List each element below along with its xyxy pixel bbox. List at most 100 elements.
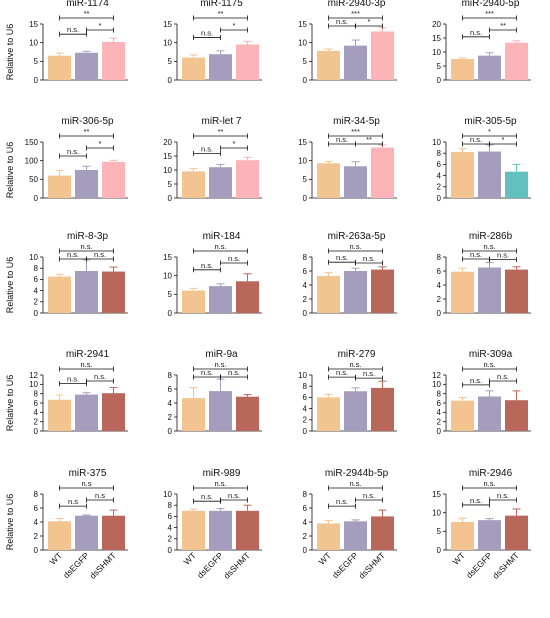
- x-tick-label-dsshmt: dsSHMT: [490, 550, 520, 580]
- panel-mir-34-5p-significance-label: **: [366, 135, 372, 144]
- panel-mir-8-3p-significance-label: n.s.: [67, 250, 79, 259]
- panel-mir-309a-significance-label: n.s.: [497, 372, 509, 381]
- panel-mir-2944b-5p-tick-label: 2: [303, 532, 308, 541]
- panel-mir-2946-title: miR-2946: [469, 468, 513, 479]
- panel-mir-263a-5p-significance-label: n.s.: [363, 254, 375, 263]
- panel-mir-let-7-tick-label: 10: [163, 166, 172, 175]
- panel-mir-2941-bar-dsshmt: [102, 393, 125, 431]
- panel-mir-2940-5p-tick-label: 10: [432, 48, 441, 57]
- panel-mir-184-significance-label: n.s.: [228, 254, 240, 263]
- panel-mir-306-5p-bar-dsegfp: [75, 170, 98, 198]
- panel-mir-8-3p-significance-label: n.s.: [80, 242, 92, 251]
- panel-mir-184-tick-label: 5: [168, 290, 173, 299]
- panel-mir-let-7-tick-label: 0: [168, 194, 173, 203]
- panel-mir-1174-tick-label: 5: [34, 57, 39, 66]
- panel-mir-309a-bar-dsegfp: [478, 396, 501, 431]
- panel-mir-306-5p-tick-label: 50: [29, 175, 38, 184]
- x-tick-label-dsshmt: dsSHMT: [87, 550, 117, 580]
- panel-mir-1175-bar-wt: [182, 57, 205, 80]
- panel-mir-989-tick-label: 6: [168, 512, 173, 521]
- panel-mir-305-5p-significance-label: n.s.: [470, 135, 482, 144]
- panel-mir-2941-tick-label: 10: [29, 380, 38, 389]
- panel-mir-184-tick-label: 15: [163, 253, 172, 262]
- panel-mir-2946-tick-label: 0: [437, 546, 442, 555]
- y-axis-label: Relative to U6: [5, 257, 15, 314]
- panel-mir-8-3p-title: miR-8-3p: [67, 231, 109, 242]
- panel-mir-305-5p-tick-label: 6: [437, 160, 442, 169]
- panel-mir-2940-5p-tick-label: 5: [437, 62, 442, 71]
- panel-mir-309a-tick-label: 10: [432, 380, 441, 389]
- panel-mir-305-5p-tick-label: 4: [437, 171, 442, 180]
- panel-mir-2946-tick-label: 10: [432, 508, 441, 517]
- panel-mir-9a-significance-label: n.s.: [228, 368, 240, 377]
- panel-mir-279-significance-label: n.s.: [349, 360, 361, 369]
- panel-mir-2940-3p-title: miR-2940-3p: [328, 0, 386, 9]
- panel-mir-9a-title: miR-9a: [205, 349, 238, 360]
- panel-mir-375-significance-label: n.s: [95, 491, 105, 500]
- panel-mir-263a-5p-significance-label: n.s.: [349, 242, 361, 251]
- panel-mir-9a-tick-label: 6: [168, 385, 173, 394]
- panel-mir-2941-title: miR-2941: [66, 349, 110, 360]
- panel-mir-306-5p-tick-label: 0: [34, 194, 39, 203]
- panel-mir-263a-5p-tick-label: 0: [303, 309, 308, 318]
- panel-mir-279-bar-dsegfp: [344, 391, 367, 431]
- panel-mir-2944b-5p-tick-label: 6: [303, 504, 308, 513]
- panel-mir-1175-bar-dsshmt: [236, 44, 259, 80]
- panel-mir-1174-title: miR-1174: [66, 0, 109, 9]
- panel-mir-305-5p-significance-label: *: [488, 127, 491, 136]
- panel-mir-let-7-tick-label: 20: [163, 138, 172, 147]
- panel-mir-375-tick-label: 8: [34, 490, 39, 499]
- panel-mir-2940-5p-significance-label: **: [500, 21, 506, 30]
- panel-mir-375-title: miR-375: [69, 468, 107, 479]
- panel-mir-989-title: miR-989: [203, 468, 241, 479]
- panel-mir-34-5p-bar-dsegfp: [344, 166, 367, 198]
- panel-mir-let-7-significance-label: **: [218, 127, 224, 136]
- panel-mir-2940-3p-tick-label: 5: [303, 57, 308, 66]
- panel-mir-let-7-tick-label: 5: [168, 180, 173, 189]
- panel-mir-2944b-5p-bar-dsshmt: [371, 516, 394, 550]
- panel-mir-263a-5p-significance-label: n.s.: [336, 253, 348, 262]
- panel-mir-8-3p-bar-dsegfp: [75, 271, 98, 313]
- panel-mir-2941-significance-label: n.s.: [94, 372, 106, 381]
- panel-mir-2940-5p-tick-label: 20: [432, 20, 441, 29]
- panel-mir-305-5p-tick-label: 2: [437, 183, 442, 192]
- panel-mir-2940-5p-significance-label: ***: [485, 9, 494, 18]
- panel-mir-2944b-5p-tick-label: 4: [303, 518, 308, 527]
- panel-mir-184-tick-label: 10: [163, 271, 172, 280]
- panel-mir-184-significance-label: n.s.: [214, 242, 226, 251]
- panel-mir-306-5p-significance-label: **: [84, 127, 90, 136]
- panel-mir-286b-tick-label: 4: [437, 281, 442, 290]
- panel-mir-184-significance-label: n.s.: [201, 261, 213, 270]
- panel-mir-309a-significance-label: n.s.: [483, 360, 495, 369]
- panel-mir-2940-3p-significance-label: *: [368, 17, 371, 26]
- y-axis-label: Relative to U6: [5, 142, 15, 199]
- panel-mir-2946-significance-label: n.s.: [470, 496, 482, 505]
- panel-mir-2940-3p-tick-label: 10: [298, 38, 307, 47]
- panel-mir-375-tick-label: 2: [34, 532, 39, 541]
- panel-mir-8-3p-tick-label: 4: [34, 286, 39, 295]
- panel-mir-309a-title: miR-309a: [469, 349, 513, 360]
- panel-mir-286b-bar-wt: [451, 271, 474, 313]
- panel-mir-989-significance-label: n.s.: [228, 491, 240, 500]
- panel-mir-375-significance-label: n.s: [81, 479, 91, 488]
- panel-mir-2944b-5p-tick-label: 8: [303, 490, 308, 499]
- panel-mir-279-significance-label: n.s.: [336, 368, 348, 377]
- panel-mir-9a-bar-wt: [182, 398, 205, 431]
- panel-mir-2944b-5p-significance-label: n.s.: [349, 479, 361, 488]
- panel-mir-let-7-tick-label: 15: [163, 152, 172, 161]
- x-tick-label-wt: WT: [316, 550, 332, 566]
- panel-mir-305-5p-tick-label: 0: [437, 194, 442, 203]
- panel-mir-34-5p-tick-label: 0: [303, 194, 308, 203]
